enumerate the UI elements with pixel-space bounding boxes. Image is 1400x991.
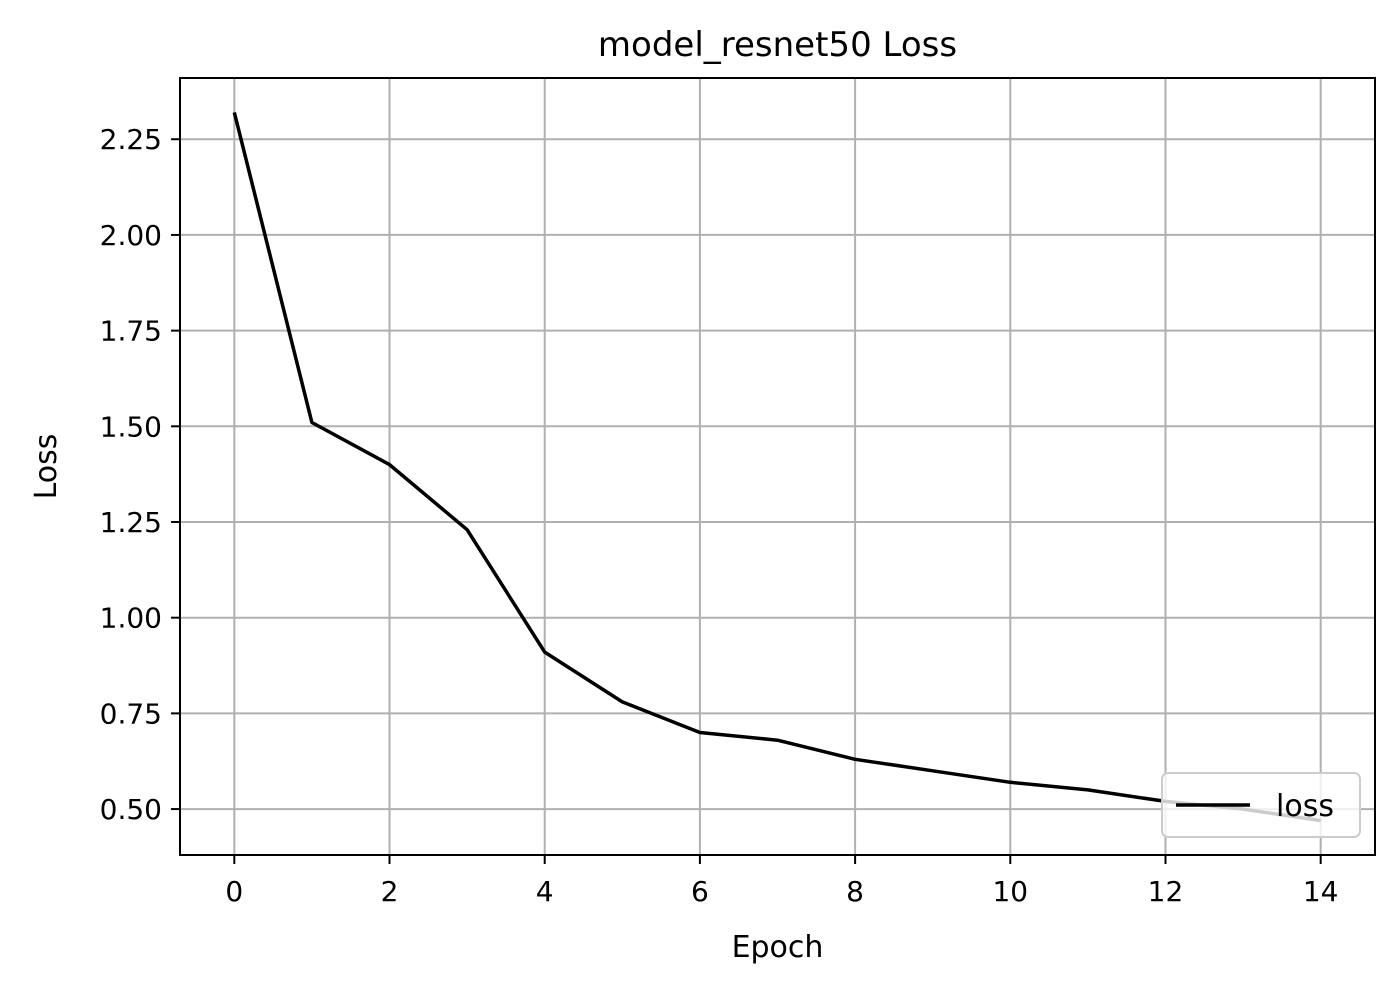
x-tick-label: 6 xyxy=(691,875,709,908)
legend-box xyxy=(1161,772,1361,838)
x-axis-label: Epoch xyxy=(732,930,824,965)
plot-frame xyxy=(179,77,1376,856)
legend: loss xyxy=(1161,772,1361,838)
x-tick-label: 0 xyxy=(225,875,243,908)
x-tick-label: 12 xyxy=(1148,875,1184,908)
y-axis: 0.50 0.75 1.00 1.25 1.50 1.75 2.00 2.25 xyxy=(100,123,180,826)
y-tick-label: 2.25 xyxy=(100,123,162,156)
y-tick-label: 1.50 xyxy=(100,410,162,443)
y-tick-label: 0.50 xyxy=(100,793,162,826)
y-tick-label: 2.00 xyxy=(100,219,162,252)
x-tick-label: 14 xyxy=(1303,875,1339,908)
series-line-loss xyxy=(232,111,1321,823)
x-tick-label: 2 xyxy=(381,875,399,908)
y-tick-label: 1.25 xyxy=(100,506,162,539)
y-axis-label: Loss xyxy=(29,434,64,500)
grid xyxy=(180,78,1375,855)
y-tick-label: 1.00 xyxy=(100,602,162,635)
x-tick-label: 4 xyxy=(536,875,554,908)
y-tick-label: 0.75 xyxy=(100,697,162,730)
chart-title: model_resnet50 Loss xyxy=(598,25,957,65)
legend-label: loss xyxy=(1276,789,1334,824)
x-tick-label: 10 xyxy=(992,875,1028,908)
y-tick-label: 1.75 xyxy=(100,315,162,348)
x-tick-label: 8 xyxy=(846,875,864,908)
x-axis: 0 2 4 6 8 10 12 14 xyxy=(225,855,1339,908)
series-layer xyxy=(232,111,1321,823)
